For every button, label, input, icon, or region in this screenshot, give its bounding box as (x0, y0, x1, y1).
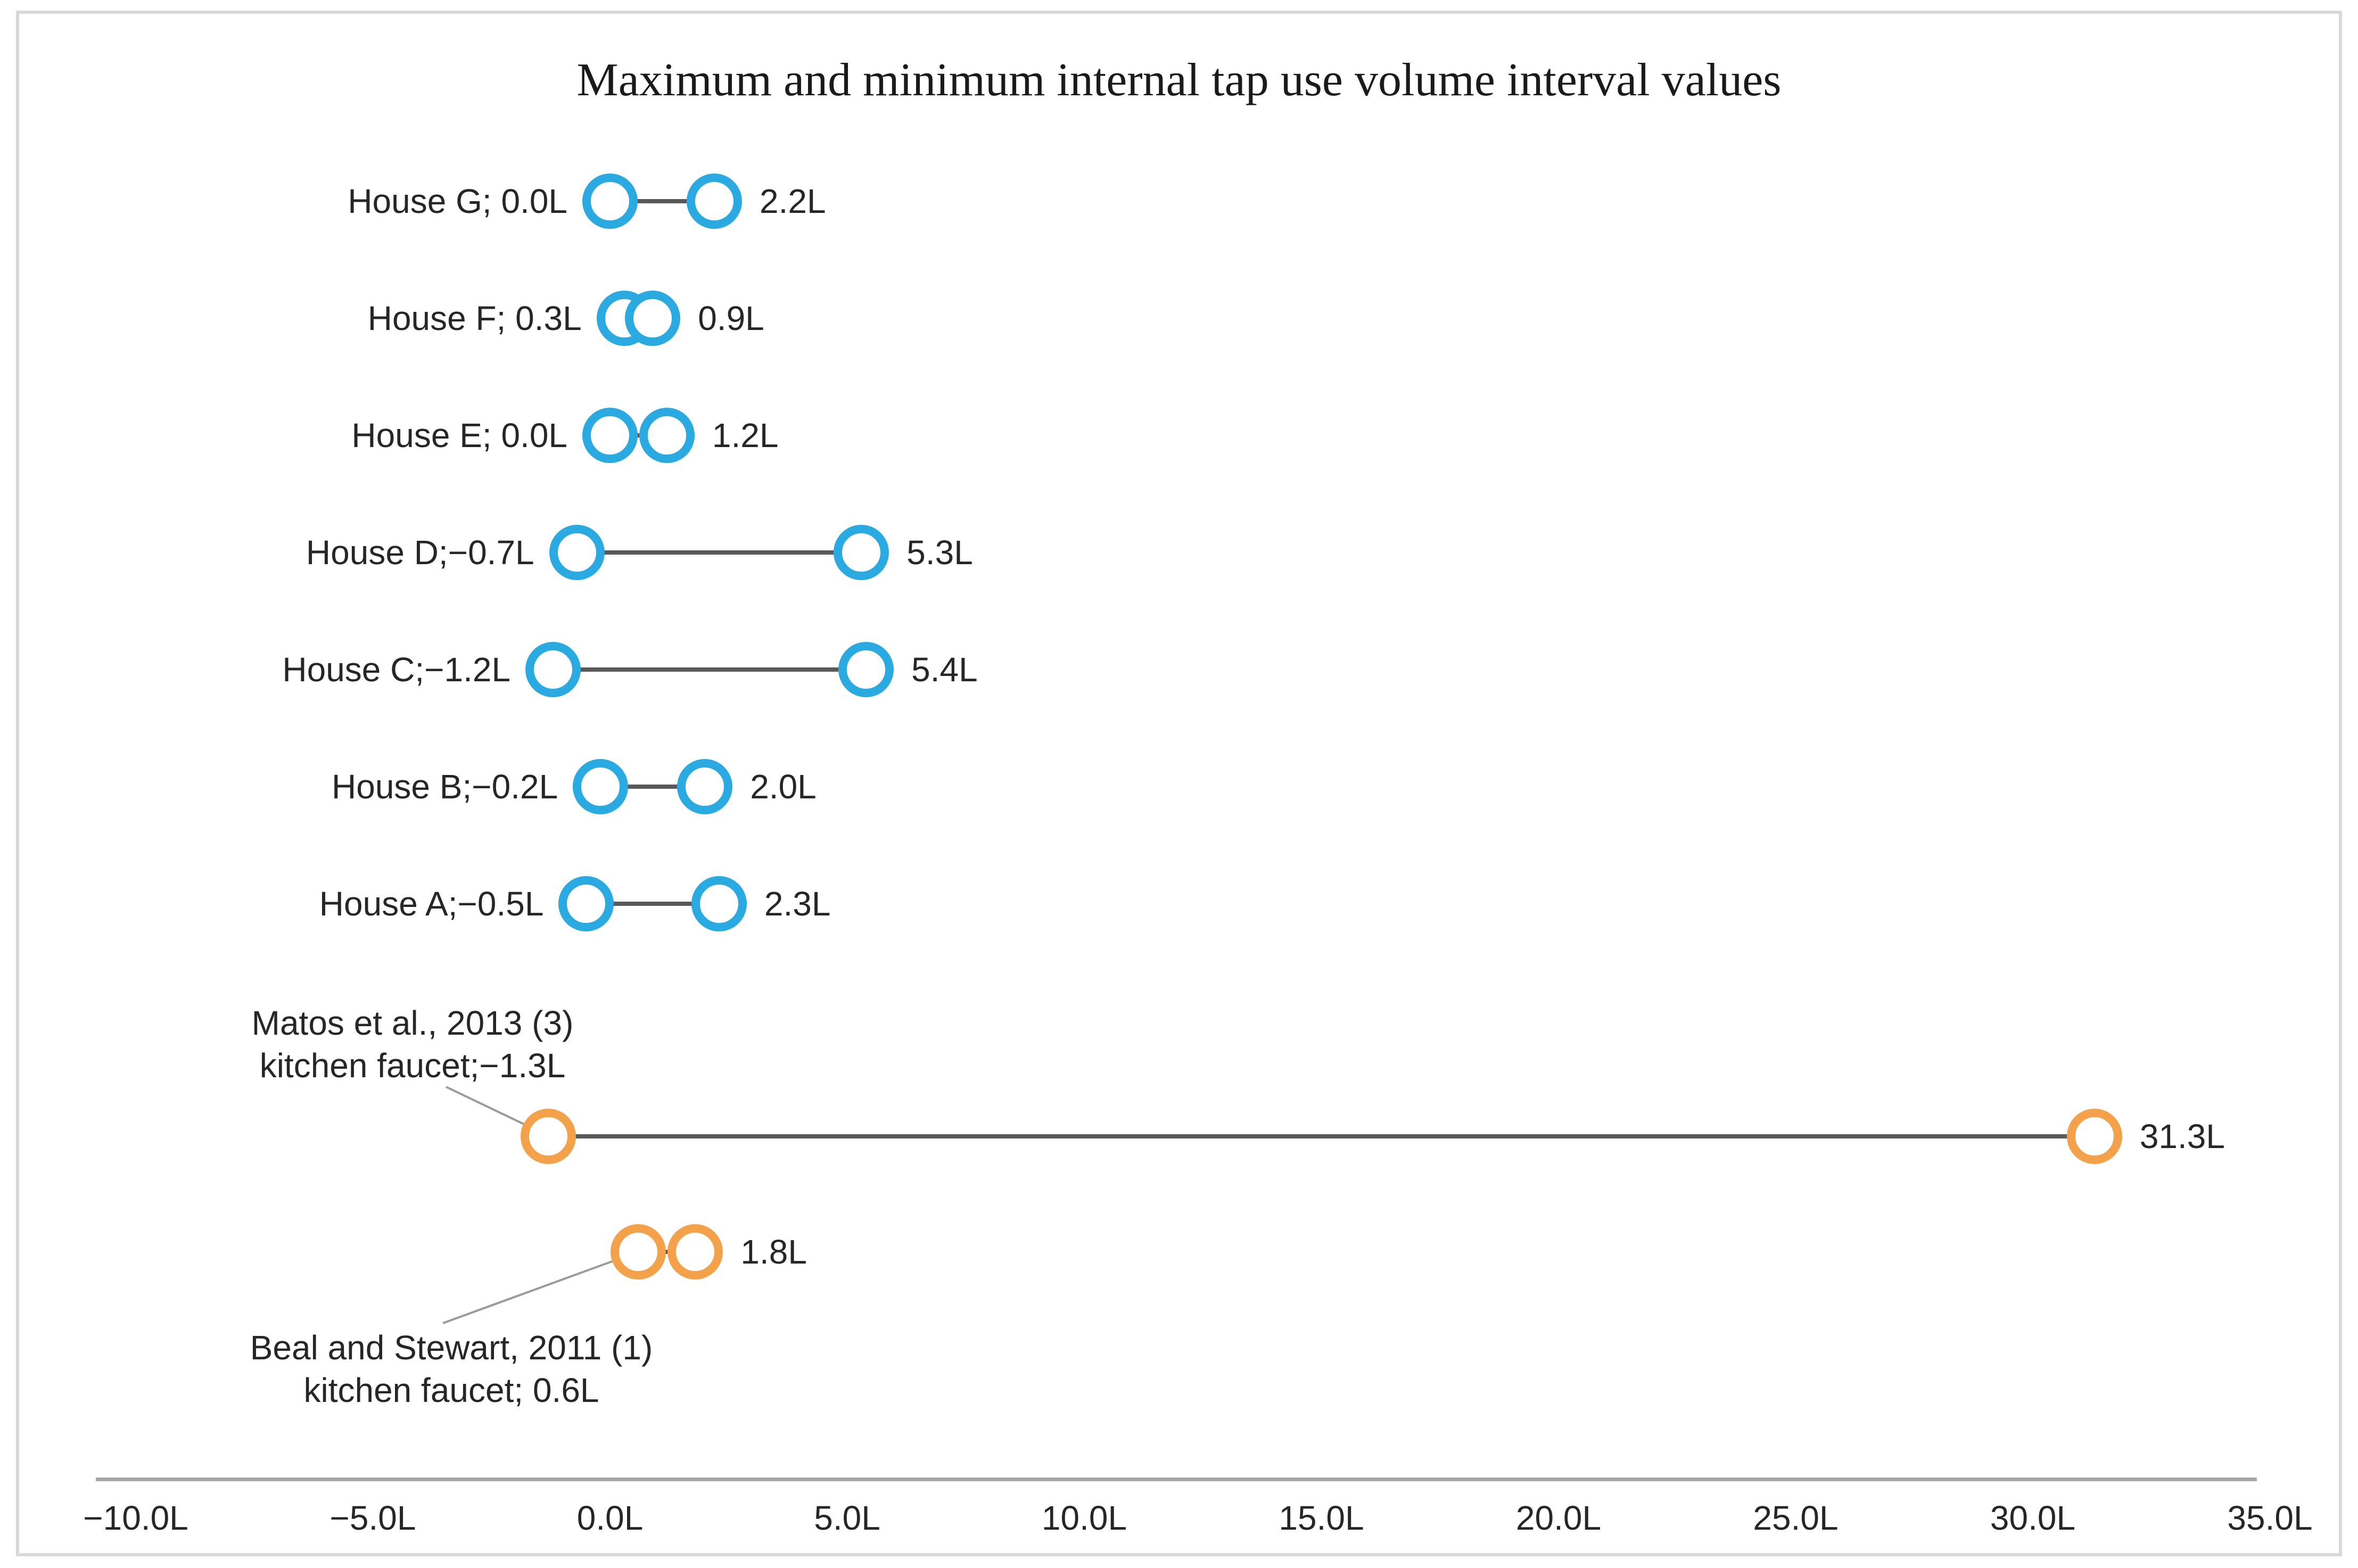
x-axis-tick-label: −5.0L (329, 1499, 416, 1537)
series-category-label: House A;−0.5L (319, 885, 544, 923)
max-value-circle (691, 876, 747, 931)
max-value-circle (834, 525, 889, 580)
max-value-circle (667, 1224, 723, 1280)
annotation-label-line: kitchen faucet;−1.3L (259, 1046, 566, 1085)
x-axis-tick-label: 15.0L (1279, 1499, 1364, 1537)
max-value-label: 2.0L (750, 768, 817, 806)
x-axis-tick-label: −10.0L (83, 1499, 188, 1537)
range-connector-line (632, 433, 645, 438)
x-axis-tick-label: 5.0L (814, 1499, 880, 1537)
range-connector-line (661, 1250, 673, 1254)
min-value-circle (582, 174, 638, 229)
min-value-circle (549, 525, 605, 580)
annotation-label-line: Matos et al., 2013 (3) (251, 1004, 574, 1042)
max-value-circle (838, 642, 894, 697)
leader-line (442, 1251, 639, 1324)
x-axis-tick-label: 20.0L (1515, 1499, 1602, 1537)
range-connector-line (623, 785, 683, 789)
max-value-label: 2.2L (760, 182, 826, 220)
min-value-circle (611, 1224, 666, 1280)
x-axis-tick-label: 25.0L (1753, 1499, 1838, 1537)
series-category-label: House C;−1.2L (282, 650, 511, 689)
max-value-label: 2.3L (764, 885, 831, 923)
max-value-label: 31.3L (2139, 1117, 2225, 1156)
max-value-circle (687, 174, 743, 229)
min-value-circle (521, 1109, 576, 1164)
max-value-label: 5.4L (911, 650, 978, 689)
range-connector-line (571, 1134, 2072, 1138)
x-axis-tick-label: 35.0L (2227, 1499, 2313, 1537)
series-category-label: House D;−0.7L (306, 533, 534, 572)
chart-title: Maximum and minimum internal tap use vol… (576, 54, 1782, 106)
min-value-circle (525, 642, 581, 697)
max-value-circle (639, 408, 695, 463)
x-axis-tick-label: 0.0L (576, 1499, 644, 1537)
min-value-circle (573, 759, 629, 814)
series-category-label: House E; 0.0L (351, 416, 567, 455)
max-value-label: 5.3L (906, 533, 973, 572)
x-axis-tick-label: 30.0L (1990, 1499, 2076, 1537)
max-value-label: 1.2L (712, 416, 779, 455)
max-value-circle (677, 759, 733, 814)
max-value-circle (625, 291, 681, 346)
max-value-label: 0.9L (698, 299, 764, 337)
range-connector-line (599, 550, 839, 555)
range-connector-line (632, 199, 692, 203)
max-value-circle (2066, 1109, 2122, 1164)
range-connector-line (575, 667, 844, 672)
annotation-label: Matos et al., 2013 (3) kitchen faucet;−1.… (210, 1002, 615, 1087)
series-category-label: House B;−0.2L (332, 768, 558, 806)
min-value-circle (558, 876, 614, 931)
annotation-label-line: Beal and Stewart, 2011 (1) (250, 1328, 653, 1367)
max-value-label: 1.8L (740, 1233, 807, 1271)
x-axis-tick-label: 10.0L (1041, 1499, 1127, 1537)
min-value-circle (582, 408, 638, 463)
annotation-label: Beal and Stewart, 2011 (1) kitchen faucet… (212, 1326, 691, 1412)
range-connector-line (608, 902, 697, 906)
annotation-label-line: kitchen faucet; 0.6L (303, 1371, 599, 1409)
series-category-label: House G; 0.0L (348, 182, 567, 220)
series-category-label: House F; 0.3L (367, 299, 582, 337)
x-axis-line (96, 1478, 2257, 1481)
